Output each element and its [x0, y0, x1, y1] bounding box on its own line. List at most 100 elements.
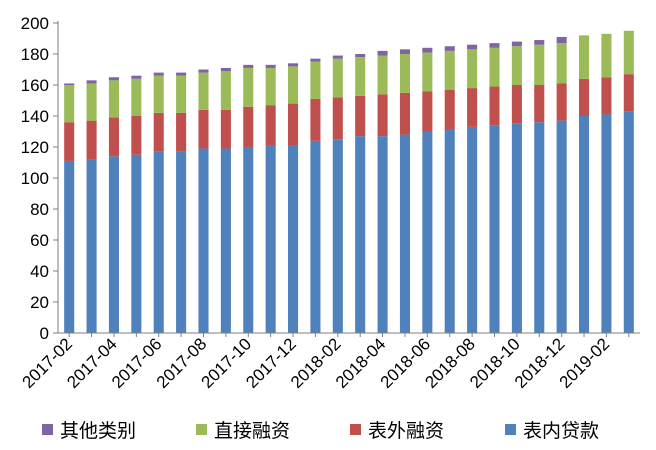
- y-tick-label: 20: [30, 293, 49, 312]
- y-tick-label: 120: [21, 138, 49, 157]
- bar-segment-0-2019-03: [623, 111, 634, 333]
- bar-segment-0-2017-07: [176, 151, 187, 333]
- bar-segment-1-2018-06: [422, 91, 433, 132]
- bar-segment-2-2017-11: [265, 67, 276, 106]
- legend-label: 表内贷款: [523, 420, 599, 442]
- bar-segment-0-2018-02: [332, 139, 343, 333]
- bar-segment-0-2017-04: [108, 156, 119, 333]
- legend-label: 其他类别: [60, 420, 136, 442]
- bar-segment-1-2017-07: [176, 112, 187, 152]
- bar-segment-1-2018-04: [377, 94, 388, 137]
- y-tick-label: 180: [21, 45, 49, 64]
- bar-segment-3-2017-08: [198, 69, 209, 73]
- y-tick-label: 100: [21, 169, 49, 188]
- bar-segment-1-2017-02: [64, 122, 75, 161]
- bar-segment-1-2018-09: [489, 86, 500, 126]
- bar-segment-0-2018-08: [467, 126, 478, 333]
- bar-segment-2-2018-06: [422, 52, 433, 92]
- bar-segment-2-2018-11: [534, 44, 545, 85]
- bar-segment-2-2017-02: [64, 85, 75, 123]
- bar-segment-0-2017-05: [131, 154, 142, 333]
- bar-segment-0-2018-09: [489, 125, 500, 333]
- legend: 其他类别 直接融资 表外融资 表内贷款: [42, 420, 599, 442]
- y-axis-ticks: 0 20 40 60 80 100 120 140 160 180 200: [21, 14, 58, 343]
- y-tick-label: 80: [30, 200, 49, 219]
- y-tick-label: 0: [40, 324, 49, 343]
- axes-layer: [57, 21, 640, 334]
- bar-segment-3-2017-11: [265, 64, 276, 68]
- x-axis-ticks: 2017-022017-042017-062017-082017-102017-…: [18, 333, 630, 392]
- bar-segment-1-2018-03: [355, 95, 366, 137]
- legend-swatch: [350, 424, 361, 435]
- bar-segment-1-2019-03: [623, 74, 634, 112]
- y-tick-label: 160: [21, 76, 49, 95]
- y-tick-label: 60: [30, 231, 49, 250]
- bar-segment-0-2019-02: [601, 114, 612, 333]
- bar-segment-1-2017-12: [288, 103, 299, 146]
- bar-segment-0-2017-10: [243, 147, 254, 333]
- bar-segment-1-2019-02: [601, 77, 612, 115]
- bar-segment-1-2017-05: [131, 116, 142, 155]
- bar-segment-2-2018-08: [467, 49, 478, 89]
- bar-segment-1-2019-01: [579, 78, 590, 116]
- bar-segment-3-2017-04: [108, 77, 119, 81]
- bar-segment-2-2017-09: [220, 71, 231, 110]
- bar-segment-1-2017-04: [108, 117, 119, 157]
- bar-segment-0-2017-09: [220, 148, 231, 333]
- bars-layer: [64, 30, 634, 334]
- bar-segment-0-2018-07: [444, 129, 455, 333]
- bar-segment-0-2018-06: [422, 131, 433, 333]
- bar-segment-0-2017-06: [153, 151, 164, 333]
- x-tick-label: 2019-02: [556, 334, 614, 392]
- bar-segment-1-2017-06: [153, 112, 164, 152]
- bar-segment-3-2018-02: [332, 55, 343, 59]
- bar-segment-2-2018-07: [444, 50, 455, 90]
- legend-swatch: [505, 424, 516, 435]
- y-tick-label: 40: [30, 262, 49, 281]
- bar-segment-0-2017-03: [86, 159, 97, 333]
- bar-segment-0-2018-03: [355, 136, 366, 333]
- bar-segment-1-2018-01: [310, 98, 321, 141]
- bar-segment-3-2018-10: [511, 41, 522, 47]
- bar-segment-1-2018-07: [444, 89, 455, 130]
- legend-swatch: [42, 424, 53, 435]
- bar-segment-2-2018-02: [332, 58, 343, 98]
- bar-segment-0-2017-02: [64, 160, 75, 333]
- bar-segment-3-2017-05: [131, 75, 142, 79]
- bar-segment-3-2017-09: [220, 67, 231, 72]
- bar-segment-0-2018-11: [534, 122, 545, 333]
- bar-segment-1-2018-05: [399, 92, 410, 135]
- bar-segment-2-2018-05: [399, 54, 410, 93]
- bar-segment-1-2017-10: [243, 106, 254, 147]
- bar-segment-0-2018-01: [310, 140, 321, 333]
- bar-segment-2-2018-03: [355, 57, 366, 96]
- bar-segment-2-2017-08: [198, 72, 209, 110]
- bar-segment-2-2019-03: [623, 30, 634, 75]
- bar-segment-3-2018-04: [377, 50, 388, 56]
- bar-segment-2-2018-09: [489, 47, 500, 87]
- bar-segment-2-2018-12: [556, 43, 567, 84]
- bar-segment-1-2017-03: [86, 120, 97, 160]
- y-tick-label: 200: [21, 14, 49, 33]
- bar-segment-2-2019-02: [601, 33, 612, 78]
- bar-segment-2-2017-03: [86, 83, 97, 121]
- bar-segment-1-2017-08: [198, 109, 209, 149]
- bar-segment-1-2018-12: [556, 83, 567, 121]
- bar-segment-3-2018-05: [399, 49, 410, 54]
- bar-segment-3-2017-07: [176, 72, 187, 76]
- bar-segment-0-2018-12: [556, 120, 567, 334]
- bar-segment-3-2017-12: [288, 63, 299, 67]
- bar-segment-0-2019-01: [579, 116, 590, 333]
- bar-segment-2-2017-04: [108, 80, 119, 118]
- bar-segment-0-2018-10: [511, 123, 522, 333]
- bar-segment-1-2018-08: [467, 88, 478, 127]
- bar-segment-2-2017-05: [131, 78, 142, 116]
- y-tick-label: 140: [21, 107, 49, 126]
- bar-segment-0-2018-04: [377, 136, 388, 333]
- bar-segment-3-2017-10: [243, 64, 254, 68]
- legend-label: 直接融资: [214, 420, 290, 442]
- bar-segment-3-2018-07: [444, 46, 455, 51]
- bar-segment-0-2017-11: [265, 145, 276, 333]
- bar-segment-3-2017-06: [153, 72, 164, 76]
- bar-segment-1-2017-11: [265, 105, 276, 146]
